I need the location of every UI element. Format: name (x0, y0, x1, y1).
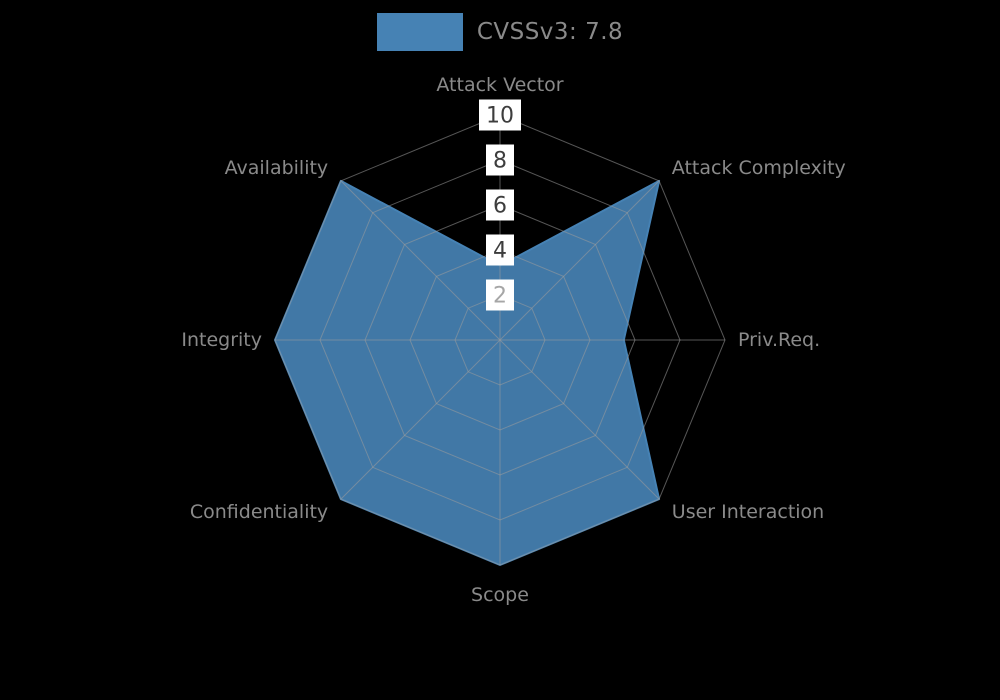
radial-tick-box-4 (486, 234, 514, 266)
axis-label-user-interaction: User Interaction (672, 501, 824, 523)
radial-tick-box-8 (486, 144, 514, 176)
grid-spoke-user-interaction (499, 339, 660, 500)
axis-label-scope: Scope (471, 584, 529, 606)
radial-tick-label-10: 10 (486, 104, 514, 129)
axis-label-confidentiality: Confidentiality (190, 501, 328, 523)
axis-label-attack-complexity: Attack Complexity (672, 157, 846, 179)
axis-label-integrity: Integrity (181, 329, 262, 351)
grid-spoke-confidentiality (340, 339, 501, 500)
radial-tick-label-6: 6 (493, 194, 507, 219)
axis-label-attack-vector: Attack Vector (436, 74, 563, 96)
radial-tick-label-2: 2 (493, 284, 507, 309)
axis-label-priv-req: Priv.Req. (738, 329, 820, 351)
grid-spoke-availability (340, 180, 501, 341)
grid-spoke-attack-complexity (499, 180, 660, 341)
axis-label-availability: Availability (225, 157, 329, 179)
legend-swatch (376, 13, 463, 51)
radial-tick-label-8: 8 (493, 149, 507, 174)
radial-tick-label-4: 4 (493, 239, 507, 264)
radar-grid (274, 114, 726, 566)
legend: CVSSv3: 7.8 (0, 13, 1000, 51)
radial-tick-box-2 (486, 279, 514, 311)
radial-tick-box-10 (479, 99, 521, 131)
legend-label: CVSSv3: 7.8 (476, 19, 624, 45)
radial-tick-box-6 (486, 189, 514, 221)
